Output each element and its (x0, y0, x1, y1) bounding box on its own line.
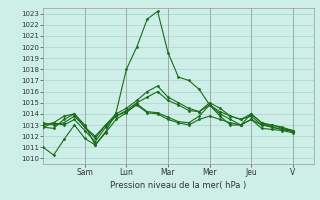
X-axis label: Pression niveau de la mer( hPa ): Pression niveau de la mer( hPa ) (110, 181, 246, 190)
